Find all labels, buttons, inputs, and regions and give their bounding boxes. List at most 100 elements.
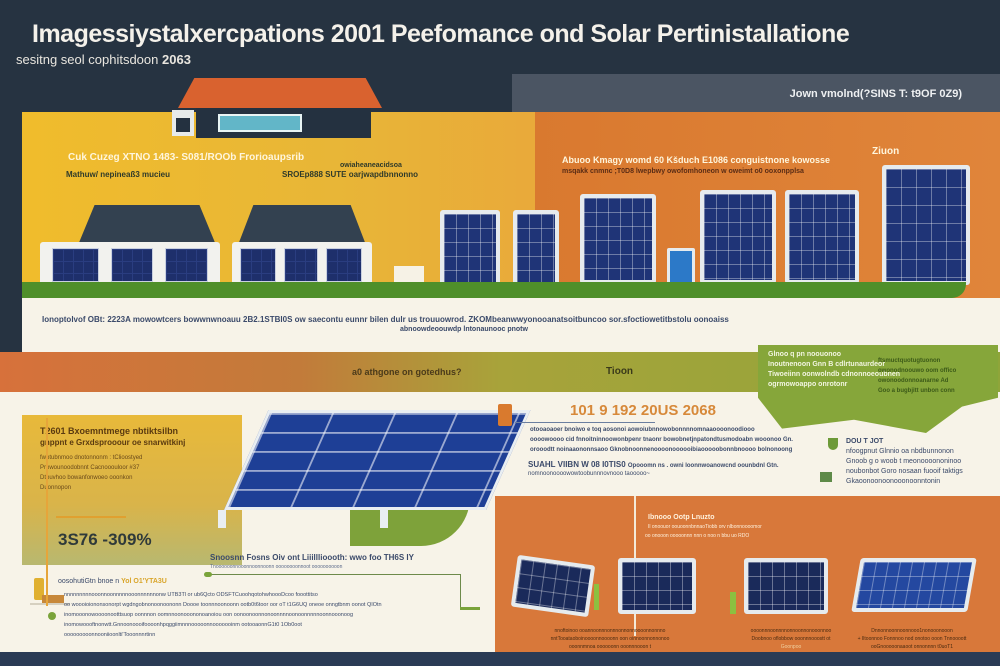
solar-panel-icon (700, 190, 776, 284)
panel-leg (218, 510, 226, 528)
right-info-heading: DOU T JOT (846, 438, 884, 445)
mid-sub-line: Opooomn ns . owni loonnwoanowcnd oounbdn… (627, 463, 779, 469)
solar-cell-icon (110, 248, 154, 282)
box-icon (42, 595, 64, 605)
caption-line: Dnnonnoonnoonnooo1nonooonooon (871, 628, 953, 634)
lower-line: nnnnnnnnnooonnoonnnnnooonnnnnnonw UTB3Tl… (64, 592, 318, 598)
caption-line: Doobnoo oflobbow ooonnnooostt ot (751, 636, 831, 642)
stat-card-line: Dtouvhoo bowanfonwoeo ooonkon (40, 475, 133, 481)
mid-sub-heading-row: SUAHL VIIBN W 08 I0TIS0 Opooomn ns . own… (528, 460, 779, 469)
caption-line: nnoftoinoo ooannoonnnonnnonnonnoooonnonn… (554, 628, 666, 634)
lower-line: inomooonowoooonootttsuop oonnnon oomnnoo… (64, 612, 354, 618)
callout-side-line: owonodnoouwo oom offico (878, 368, 957, 374)
large-solar-panel (188, 410, 531, 510)
mini-house-roof-icon (238, 205, 366, 245)
mid-band-left-label: a0 athgone on gotedhus? (352, 367, 462, 377)
solar-panel-icon (440, 210, 500, 286)
stat-value: 3S76 -309% (58, 530, 152, 549)
solar-panel-icon (510, 554, 596, 618)
lower-line: ooooooooonnooniioonlti'Tooonnnrtinn (64, 632, 156, 638)
summary-line-1: Ionoptolvof OBt: 2223A mowowtcers bowwnw… (42, 315, 729, 324)
lower-label-pre: oosohutiGtn (58, 578, 96, 585)
house-window-icon (218, 114, 302, 132)
callout-side-text: ftsmuctquotugtuonon owonodnoouwo oom off… (878, 356, 956, 396)
meter-icon (820, 472, 832, 482)
solar-panel-icon (744, 558, 828, 614)
node-icon (48, 612, 56, 620)
right-info-line: Gnoob g o woob t meonoooononinoo (846, 458, 962, 465)
stat-divider (56, 516, 126, 518)
right-info-line: noubonbot Goro nosaan fuooif taktigs (846, 468, 963, 475)
solar-panel-icon (785, 190, 859, 284)
connector-line (460, 574, 461, 608)
caption-3: Dnnonnoonnoonnooo1nonooonooon + Iltoonno… (852, 627, 972, 651)
heading-underline (515, 422, 655, 423)
infographic-subtitle: sesitng seol cophitsdoon 2063 (16, 52, 191, 67)
callout-text: Glnoo q pn noouonoo Inoutnenoon Gnn B cd… (768, 350, 900, 390)
callout-line: Glnoo q pn noouonoo (768, 351, 842, 358)
mid-line: oooowoooo cid fnnoitninnoowonbpenr tnaon… (530, 437, 793, 443)
caption-1: nnoftoinoo ooannoonnnonnnonnonnoooonnonn… (510, 627, 710, 651)
vertical-connector (46, 418, 48, 606)
connector-dot-icon (204, 572, 212, 577)
plant-icon (828, 438, 838, 450)
lower-label-highlight: Yol O1'YTA3U (121, 578, 167, 585)
battery-icon (667, 248, 695, 286)
mid-sub-line-2: nomnoonoooowowtoobunnnovnooo taooooo~ (528, 471, 650, 477)
caption-line: oooonnnoonnnnonnoonnonooonnoo (750, 628, 832, 634)
top-right-heading: Abuoo Kmagy womd 60 Kšduch E1086 conguis… (562, 155, 831, 165)
callout-side-line: Goo a bugbjitt unbon conn (878, 388, 955, 394)
connector-line (205, 574, 460, 575)
house-door-icon (172, 110, 194, 136)
gauge-icon (498, 404, 512, 426)
mid-band-center-label: Tioon (606, 366, 634, 377)
panel-leg (380, 510, 388, 528)
solar-cell-icon (284, 248, 318, 282)
solar-panel-icon (882, 165, 970, 285)
solar-panel-icon (580, 194, 656, 284)
roof-panel-row (232, 242, 372, 288)
top-right-label: Jown vmolnd(?SINS T: t9OF 0Z9) (789, 88, 962, 100)
solar-cell-icon (240, 248, 276, 282)
solar-panel-icon (513, 210, 559, 286)
callout-line: Tiwoeiinn oonwolndb cdnonnoeoubnen (768, 371, 901, 378)
top-left-subline: Mathuw/ nepineaß3 mucieu (66, 170, 171, 179)
solar-panel-icon (618, 558, 696, 614)
callout-side-line: owonoodonnoanarne Ad (878, 378, 949, 384)
stat-card (22, 415, 242, 565)
summary-strip (22, 298, 1000, 352)
lower-line: inomowoooftnonwtt.Gnnoonoooifoooonhpqggi… (64, 622, 302, 628)
bottom-bar (0, 652, 1000, 666)
orange-head: Ibnooo Ootp Lnuzto (648, 514, 715, 521)
orange-line-2: oo onooon ooooonnn nnn o noo n bbu uo RD… (645, 533, 750, 539)
solar-cell-icon (52, 248, 99, 282)
mini-house-roof-icon (78, 205, 216, 245)
caption-line: nntTooataoboinoooonnoooonn oon oinnoonno… (550, 636, 670, 642)
callout-side-line: ftsmuctquotugtuonon (878, 358, 941, 364)
year-heading: 101 9 192 20US 2068 (570, 402, 716, 419)
large-solar-panel-icon (224, 410, 531, 510)
solar-panel-icon (851, 558, 977, 612)
solar-cell-icon (326, 248, 362, 282)
mid-line: orooodtt noinaaononnsaoo Gknobnoonnenooo… (530, 447, 793, 453)
mid-sub-heading: SUAHL VIIBN W 08 I0TIS0 (528, 460, 626, 469)
grass-icon (594, 584, 599, 610)
stat-card-heading-line2: gnppnt e Grxdsprooour oe snarwitkinj (40, 438, 186, 447)
stat-card-line: Duonnopon (40, 485, 72, 491)
top-left-heading: Cuk Cuzeg XTNO 1483- S081/ROOb Frorioaup… (68, 152, 305, 163)
callout-line: Inoutnenoon Gnn B cdlrtunaurdeor (768, 361, 886, 368)
caption-line: ooonnmnoa oooooonn ooonnnooon t (568, 644, 652, 650)
top-right-subline: msqakk cnmnc ;T0D8 lwepbwy owofomhoneon … (562, 168, 804, 175)
bottle-icon (34, 578, 44, 600)
caption-line: ooGnooooonaaoot onnonnnn t0uoT1 (870, 644, 954, 650)
caption-line: + Iltoonnoo Fonnnoo nod onotoo ooon Tnno… (857, 636, 967, 642)
lower-heading: Snoosnn Fosns Oiv ont Liiilllioooth: wwo… (210, 553, 414, 562)
infographic-title: Imagessiystalxercpations 2001 Peefomance… (32, 20, 850, 48)
shelf-line (30, 603, 70, 605)
right-info-block: DOU T JOT nfoogpnut Glnnio oa nbdbunnono… (846, 437, 963, 487)
stat-card-heading-num: T2601 (40, 426, 66, 436)
roof-panel-row (40, 242, 220, 288)
subtitle-year: 2063 (162, 52, 191, 67)
right-info-line: nfoogpnut Glnnio oa nbdbunnonon (846, 448, 954, 455)
caption-2: oooonnnoonnnnonnoonnonooonnoo Doobnoo of… (736, 627, 846, 651)
